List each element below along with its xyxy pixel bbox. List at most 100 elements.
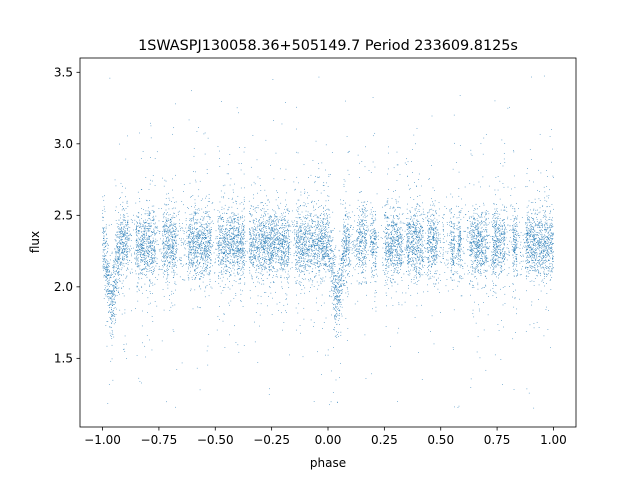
- data-point: [189, 262, 191, 264]
- data-point: [301, 261, 302, 262]
- data-point: [323, 240, 325, 242]
- data-point: [300, 233, 302, 235]
- data-point: [551, 232, 552, 234]
- data-point: [102, 245, 104, 246]
- data-point: [224, 204, 226, 206]
- data-point: [492, 236, 494, 238]
- data-point: [542, 243, 544, 245]
- data-point: [225, 229, 227, 231]
- data-point: [330, 174, 331, 175]
- data-point: [275, 242, 276, 244]
- data-point: [431, 220, 433, 221]
- data-point: [536, 221, 538, 222]
- data-point: [268, 251, 270, 253]
- data-point: [148, 266, 150, 267]
- data-point: [285, 199, 286, 201]
- data-point: [397, 216, 398, 217]
- data-point: [331, 270, 333, 272]
- data-point: [263, 263, 265, 264]
- data-point: [146, 239, 148, 241]
- data-point: [432, 229, 434, 231]
- data-point: [543, 248, 545, 250]
- data-point: [521, 268, 523, 270]
- data-point: [192, 264, 194, 266]
- data-point: [139, 252, 141, 253]
- data-point: [538, 299, 539, 300]
- data-point: [108, 274, 109, 276]
- data-point: [145, 255, 147, 257]
- data-point: [282, 262, 283, 264]
- data-point: [397, 260, 398, 261]
- data-point: [531, 244, 533, 246]
- data-point: [287, 264, 288, 265]
- data-point: [452, 223, 454, 225]
- data-point: [528, 246, 529, 247]
- data-point: [362, 212, 364, 214]
- data-point: [388, 237, 390, 239]
- data-point: [148, 225, 149, 227]
- data-point: [227, 233, 229, 235]
- data-point: [262, 227, 264, 229]
- data-point: [532, 256, 534, 258]
- data-point: [312, 234, 314, 236]
- data-point: [251, 214, 253, 216]
- data-point: [421, 259, 423, 261]
- data-point: [256, 247, 258, 249]
- data-point: [177, 243, 179, 245]
- data-point: [516, 233, 518, 235]
- data-point: [262, 252, 264, 254]
- data-point: [276, 233, 277, 235]
- data-point: [288, 236, 290, 238]
- data-point: [162, 235, 163, 237]
- data-point: [456, 256, 457, 257]
- data-point: [515, 244, 517, 245]
- data-point: [514, 239, 516, 241]
- data-point: [118, 268, 120, 269]
- data-point: [547, 232, 549, 234]
- data-point: [282, 288, 283, 289]
- data-point: [136, 246, 137, 248]
- data-point: [295, 259, 297, 260]
- data-point: [190, 196, 191, 198]
- data-point: [411, 257, 413, 258]
- data-point: [146, 263, 148, 265]
- data-point: [323, 185, 325, 186]
- data-point: [383, 243, 384, 244]
- data-point: [138, 216, 140, 218]
- data-point: [345, 247, 347, 249]
- data-point: [234, 218, 235, 220]
- data-point: [314, 245, 316, 247]
- data-point: [302, 223, 304, 225]
- data-point: [534, 231, 536, 232]
- data-point: [374, 266, 376, 268]
- data-point: [317, 263, 319, 265]
- data-point: [451, 267, 453, 269]
- data-point: [540, 230, 541, 232]
- data-point: [166, 240, 167, 241]
- data-point: [261, 278, 262, 280]
- data-point: [535, 209, 537, 211]
- data-point: [147, 268, 149, 270]
- data-point: [296, 225, 298, 226]
- data-point: [496, 220, 498, 222]
- data-point: [501, 231, 502, 233]
- data-point: [244, 147, 246, 148]
- data-point: [550, 248, 552, 249]
- data-point: [460, 255, 461, 257]
- data-point: [391, 221, 392, 223]
- data-point: [263, 243, 265, 245]
- data-point: [281, 123, 283, 125]
- data-point: [223, 268, 224, 270]
- data-point: [420, 227, 422, 229]
- data-point: [327, 241, 329, 243]
- data-point: [209, 235, 211, 237]
- data-point: [285, 235, 287, 237]
- data-point: [513, 219, 515, 221]
- data-point: [335, 304, 336, 306]
- data-point: [436, 234, 437, 236]
- data-point: [432, 261, 434, 263]
- data-point: [286, 232, 287, 233]
- data-point: [135, 229, 137, 231]
- data-point: [285, 211, 286, 213]
